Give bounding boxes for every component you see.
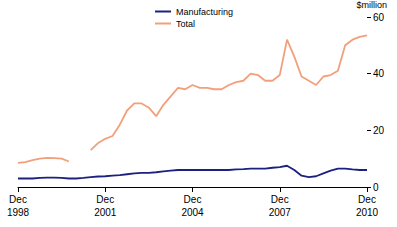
svg-text:Total: Total — [176, 19, 195, 29]
svg-text:40: 40 — [373, 68, 385, 79]
svg-text:Manufacturing: Manufacturing — [176, 7, 233, 17]
svg-text:2007: 2007 — [269, 207, 292, 218]
svg-text:Dec: Dec — [358, 194, 376, 205]
svg-text:20: 20 — [373, 125, 385, 136]
svg-text:Dec: Dec — [184, 194, 202, 205]
svg-text:Dec: Dec — [96, 194, 114, 205]
svg-text:2010: 2010 — [356, 207, 379, 218]
svg-text:Dec: Dec — [271, 194, 289, 205]
svg-text:2004: 2004 — [181, 207, 204, 218]
svg-text:0: 0 — [373, 182, 379, 193]
svg-text:60: 60 — [373, 12, 385, 23]
svg-text:2001: 2001 — [94, 207, 117, 218]
svg-text:$million: $million — [356, 0, 387, 10]
svg-text:1998: 1998 — [7, 207, 30, 218]
svg-text:Dec: Dec — [9, 194, 27, 205]
